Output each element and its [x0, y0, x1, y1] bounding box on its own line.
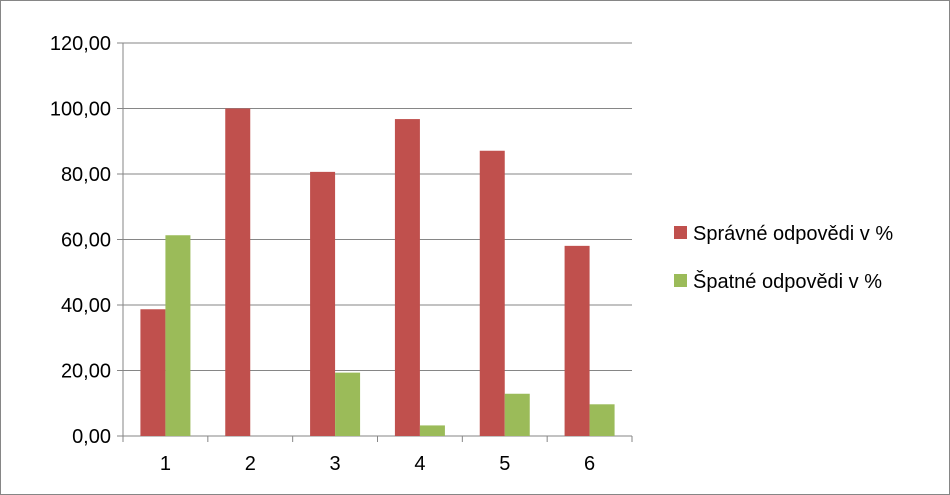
bar-wrong-5: [504, 393, 530, 436]
bar-wrong-1: [165, 235, 191, 436]
x-tick-label: 3: [330, 453, 341, 475]
x-tick-label: 1: [160, 453, 171, 475]
bar-correct-5: [479, 150, 505, 436]
bar-wrong-4: [419, 425, 445, 436]
y-tick-label: 0,00: [72, 426, 111, 448]
axes: [117, 42, 633, 442]
bar-correct-2: [225, 108, 251, 436]
legend-swatch-correct: [674, 226, 687, 239]
gridlines: [123, 42, 632, 371]
x-tick-label: 4: [414, 453, 425, 475]
y-tick-label: 40,00: [61, 295, 111, 317]
y-tick-label: 120,00: [50, 33, 111, 55]
legend-label-wrong: Špatné odpovědi v %: [693, 270, 882, 293]
x-axis-ticks: 1 2 3 4 5 6: [160, 453, 595, 475]
bar-correct-3: [310, 171, 336, 436]
x-tick-label: 2: [245, 453, 256, 475]
bar-wrong-6: [589, 404, 615, 436]
y-tick-label: 100,00: [50, 99, 111, 121]
legend: Správné odpovědi v % Špatné odpovědi v %: [674, 223, 893, 293]
legend-swatch-wrong: [674, 274, 687, 287]
bar-wrong-3: [335, 372, 361, 436]
y-axis-ticks: 0,00 20,00 40,00 60,00 80,00 100,00 120,00: [50, 33, 111, 448]
bar-correct-4: [394, 119, 420, 436]
y-tick-label: 20,00: [61, 361, 111, 383]
bars: [140, 108, 615, 436]
bar-correct-6: [564, 245, 590, 436]
legend-label-correct: Správné odpovědi v %: [693, 223, 893, 245]
x-tick-label: 6: [584, 453, 595, 475]
x-tick-label: 5: [499, 453, 510, 475]
y-tick-label: 80,00: [61, 164, 111, 186]
bar-correct-1: [140, 309, 166, 436]
y-tick-label: 60,00: [61, 230, 111, 252]
